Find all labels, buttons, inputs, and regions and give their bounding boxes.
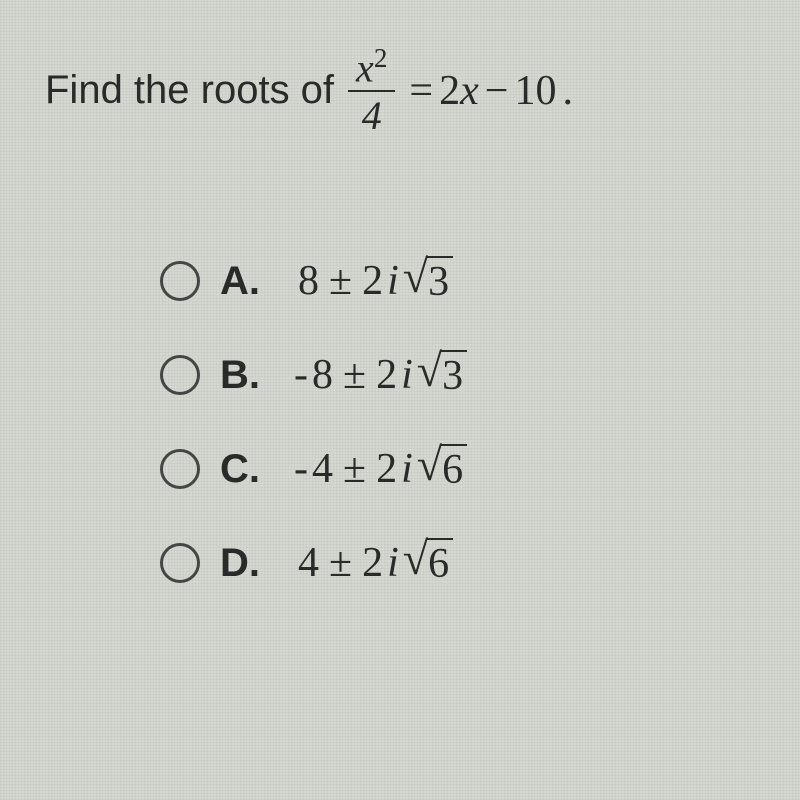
option-a-sqrt: √ 3: [403, 256, 453, 306]
radical-icon: √: [403, 538, 428, 580]
option-b-radio[interactable]: [160, 355, 200, 395]
option-c-expression: -4 ± 2i √ 6: [294, 444, 467, 494]
option-d-row[interactable]: D. 4 ± 2i √ 6: [160, 538, 755, 588]
rhs-variable: x: [460, 68, 479, 114]
option-c-radicand: 6: [440, 444, 467, 494]
rhs-operator: −: [485, 67, 509, 115]
option-b-i: i: [401, 351, 413, 399]
option-c-row[interactable]: C. -4 ± 2i √ 6: [160, 444, 755, 494]
option-c-sign: -: [294, 445, 308, 493]
option-a-radicand: 3: [426, 256, 453, 306]
option-b-coeff: 2: [376, 351, 397, 399]
fraction-exponent: 2: [374, 43, 388, 73]
rhs-constant: 10: [514, 67, 556, 115]
option-d-expression: 4 ± 2i √ 6: [294, 538, 453, 588]
question-prompt: Find the roots of x2 4 = 2x − 10 .: [45, 45, 755, 136]
rhs-coefficient: 2: [439, 68, 460, 114]
option-d-radio[interactable]: [160, 543, 200, 583]
option-b-base: 8: [312, 351, 333, 399]
question-lead-text: Find the roots of: [45, 68, 334, 113]
option-b-sqrt: √ 3: [417, 350, 467, 400]
option-d-coeff: 2: [362, 539, 383, 587]
option-c-label: C.: [220, 447, 274, 492]
fraction-denominator: 4: [348, 90, 395, 136]
option-b-sign: -: [294, 351, 308, 399]
question-rhs: = 2x − 10: [409, 67, 556, 115]
option-a-radio[interactable]: [160, 261, 200, 301]
answer-options: A. 8 ± 2i √ 3 B. -8 ± 2i √ 3 C. -4: [160, 256, 755, 588]
option-d-base: 4: [298, 539, 319, 587]
option-b-expression: -8 ± 2i √ 3: [294, 350, 467, 400]
option-a-i: i: [387, 257, 399, 305]
option-d-i: i: [387, 539, 399, 587]
option-c-i: i: [401, 445, 413, 493]
option-b-label: B.: [220, 353, 274, 398]
equals-sign: =: [409, 67, 433, 115]
fraction-variable: x: [356, 45, 374, 90]
option-c-plusminus: ±: [343, 445, 366, 493]
option-d-radicand: 6: [426, 538, 453, 588]
option-a-label: A.: [220, 259, 274, 304]
option-a-coeff: 2: [362, 257, 383, 305]
option-a-base: 8: [298, 257, 319, 305]
option-c-base: 4: [312, 445, 333, 493]
option-c-sqrt: √ 6: [417, 444, 467, 494]
option-b-plusminus: ±: [343, 351, 366, 399]
option-a-plusminus: ±: [329, 257, 352, 305]
option-b-radicand: 3: [440, 350, 467, 400]
option-d-plusminus: ±: [329, 539, 352, 587]
radical-icon: √: [417, 350, 442, 392]
question-period: .: [562, 67, 573, 115]
radical-icon: √: [417, 444, 442, 486]
radical-icon: √: [403, 256, 428, 298]
fraction-numerator: x2: [348, 45, 395, 90]
option-a-expression: 8 ± 2i √ 3: [294, 256, 453, 306]
option-d-label: D.: [220, 541, 274, 586]
option-b-row[interactable]: B. -8 ± 2i √ 3: [160, 350, 755, 400]
option-c-radio[interactable]: [160, 449, 200, 489]
option-c-coeff: 2: [376, 445, 397, 493]
option-d-sqrt: √ 6: [403, 538, 453, 588]
option-a-row[interactable]: A. 8 ± 2i √ 3: [160, 256, 755, 306]
question-fraction: x2 4: [348, 45, 395, 136]
